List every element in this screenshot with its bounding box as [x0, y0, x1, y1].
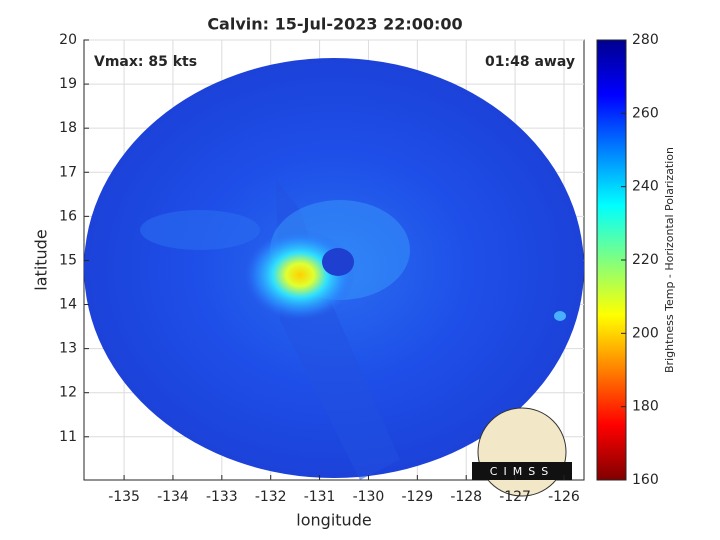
y-tick-label: 20 [59, 32, 77, 48]
x-tick-label: -134 [157, 489, 189, 505]
x-tick-label: -129 [401, 489, 433, 505]
y-tick-label: 16 [59, 208, 77, 224]
x-tick-label: -130 [353, 489, 385, 505]
y-tick-label: 17 [59, 164, 77, 180]
colorbar-tick-label: 160 [632, 472, 659, 488]
y-axis-label: latitude [32, 229, 51, 290]
colorbar-tick-label: 260 [632, 105, 659, 121]
x-tick-label: -127 [499, 489, 531, 505]
y-tick-label: 13 [59, 341, 77, 357]
chart-title: Calvin: 15-Jul-2023 22:00:00 [207, 15, 462, 34]
satellite-image [84, 58, 584, 480]
colorbar-tick-label: 280 [632, 32, 659, 48]
x-tick-label: -133 [206, 489, 238, 505]
colorbar-tick-label: 220 [632, 252, 659, 268]
x-tick-label: -135 [108, 489, 140, 505]
x-axis-label: longitude [296, 511, 371, 530]
logo: CIMSS [472, 407, 572, 497]
colorbar-label: Brightness Temp - Horizontal Polarizatio… [663, 147, 676, 373]
annotation: Vmax: 85 kts [94, 54, 197, 70]
y-tick-label: 12 [59, 385, 77, 401]
y-tick-label: 15 [59, 252, 77, 268]
colorbar-tick-label: 180 [632, 399, 659, 415]
y-tick-label: 19 [59, 76, 77, 92]
x-tick-label: -131 [304, 489, 336, 505]
colorbar-tick-label: 240 [632, 179, 659, 195]
x-tick-label: -126 [548, 489, 580, 505]
annotation: 01:48 away [485, 54, 575, 70]
x-tick-label: -128 [450, 489, 482, 505]
colorbar-tick-label: 200 [632, 325, 659, 341]
y-tick-label: 14 [59, 297, 77, 313]
logo-text: CIMSS [490, 465, 554, 478]
x-tick-label: -132 [255, 489, 287, 505]
y-tick-label: 18 [59, 120, 77, 136]
y-tick-label: 11 [59, 429, 77, 445]
